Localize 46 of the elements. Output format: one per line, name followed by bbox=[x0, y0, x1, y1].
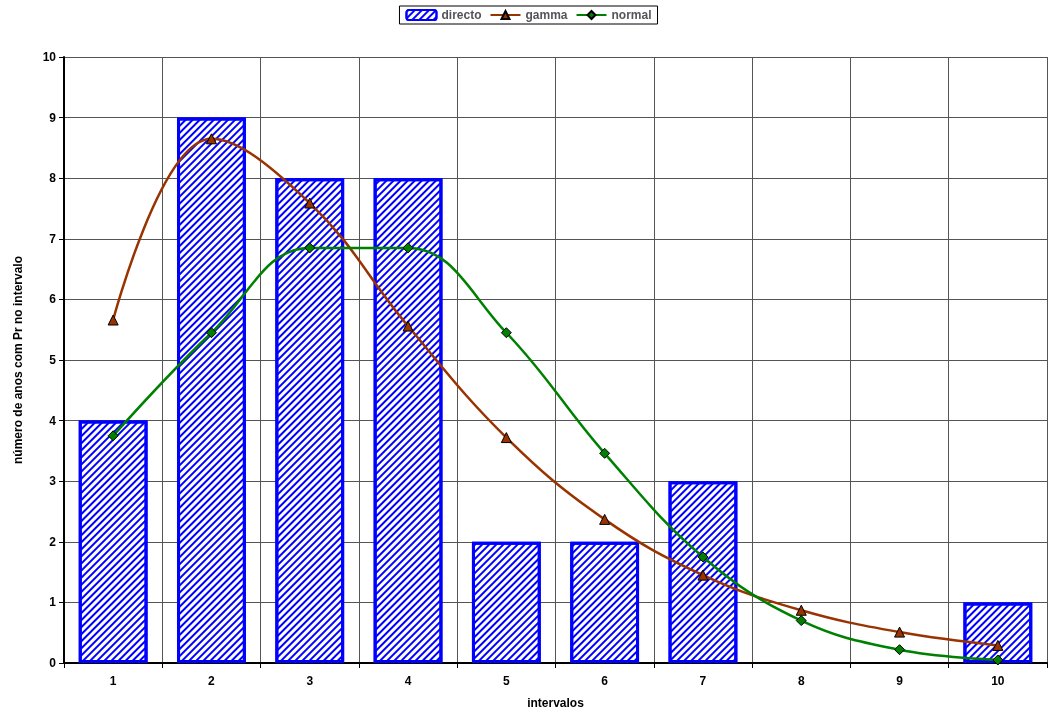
point bbox=[304, 242, 316, 254]
point bbox=[697, 551, 709, 563]
x-tick-label: 10 bbox=[991, 674, 1005, 688]
point bbox=[205, 327, 217, 339]
legend-label: directo bbox=[441, 8, 482, 22]
y-tick-label: 4 bbox=[49, 413, 57, 428]
x-tick-label: 2 bbox=[208, 674, 216, 688]
y-axis-title: número de anos com Pr no intervalo bbox=[11, 255, 25, 465]
point bbox=[402, 242, 414, 254]
y-tick-label: 6 bbox=[49, 292, 57, 307]
point bbox=[599, 513, 611, 525]
x-tick-label: 3 bbox=[306, 674, 314, 688]
x-tick-label: 7 bbox=[699, 674, 707, 688]
point bbox=[402, 320, 414, 332]
point bbox=[795, 604, 807, 616]
point bbox=[107, 430, 119, 442]
legend-label: gamma bbox=[525, 8, 568, 22]
y-tick-label: 10 bbox=[42, 50, 57, 64]
point bbox=[795, 615, 807, 627]
y-tick-label: 0 bbox=[49, 656, 57, 670]
point bbox=[992, 639, 1004, 651]
x-axis-title: intervalos bbox=[527, 696, 585, 710]
point bbox=[992, 654, 1004, 666]
x-tick-label: 8 bbox=[797, 674, 805, 688]
y-tick-label: 8 bbox=[49, 171, 57, 186]
x-tick-label: 6 bbox=[601, 674, 609, 688]
point bbox=[697, 569, 709, 581]
point bbox=[107, 314, 119, 326]
legend-label: normal bbox=[611, 8, 652, 22]
point bbox=[599, 447, 611, 459]
y-tick-label: 2 bbox=[49, 534, 57, 549]
point bbox=[500, 327, 512, 339]
x-tick-label: 5 bbox=[503, 674, 511, 688]
x-tick-label: 1 bbox=[109, 674, 117, 688]
x-tick-label: 4 bbox=[404, 674, 412, 688]
point bbox=[205, 133, 217, 145]
point bbox=[894, 626, 906, 638]
y-tick-label: 9 bbox=[49, 110, 57, 125]
point bbox=[304, 197, 316, 209]
point bbox=[894, 644, 906, 656]
y-tick-label: 3 bbox=[49, 474, 57, 489]
y-tick-label: 7 bbox=[49, 231, 57, 246]
y-tick-label: 5 bbox=[49, 353, 57, 367]
x-tick-label: 9 bbox=[896, 674, 904, 688]
y-tick-label: 1 bbox=[49, 595, 57, 610]
point bbox=[500, 432, 512, 444]
